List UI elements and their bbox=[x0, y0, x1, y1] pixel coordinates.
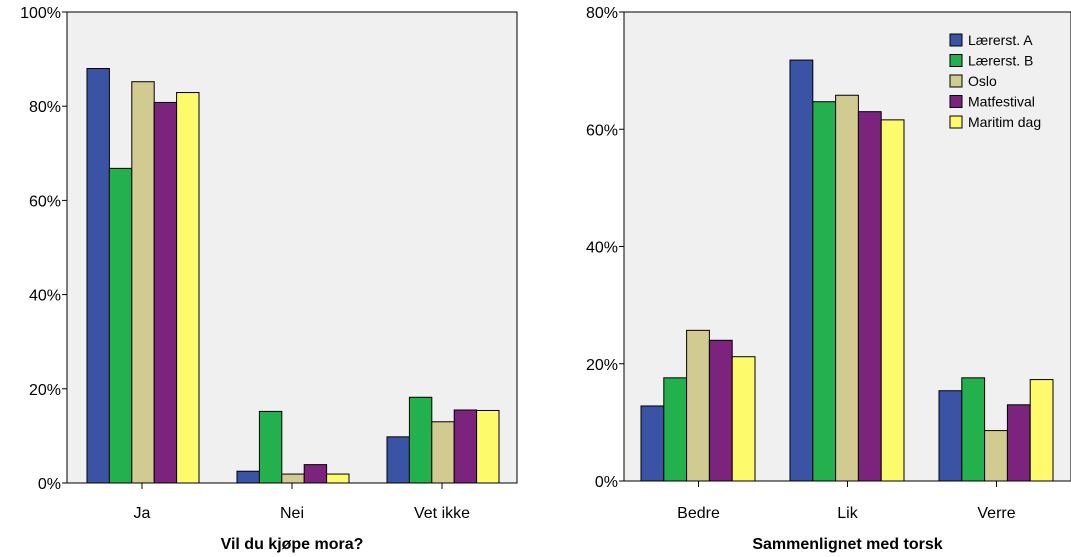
bar-lik-3 bbox=[835, 94, 859, 482]
x-tick-label: Vet ikke bbox=[414, 505, 470, 522]
bar-verre-1 bbox=[938, 390, 963, 482]
x-tick-label: Nei bbox=[280, 505, 304, 522]
bar-vet-ikke-3 bbox=[431, 421, 455, 484]
bar-verre-5 bbox=[1029, 379, 1054, 482]
bar-ja-1 bbox=[86, 68, 110, 484]
bar-verre-3 bbox=[984, 430, 1008, 482]
x-tick-label: Lik bbox=[837, 505, 858, 522]
y-tick-label: 20% bbox=[29, 382, 61, 399]
bar-nei-5 bbox=[326, 473, 350, 484]
x-tick-label: Bedre bbox=[677, 505, 720, 522]
legend-swatch bbox=[949, 74, 963, 88]
bar-bedre-3 bbox=[686, 329, 710, 482]
bar-vet-ikke-2 bbox=[408, 396, 433, 484]
legend-label: Lærerst. B bbox=[968, 53, 1033, 69]
bar-ja-5 bbox=[176, 92, 200, 484]
y-tick-label: 80% bbox=[29, 99, 61, 116]
chart-1: 0% 20% 40% 60% 80% 100% Ja Nei Vet ikke Vil du kj… bbox=[20, 5, 518, 553]
bar-nei-4 bbox=[303, 464, 328, 484]
bar-bedre-1 bbox=[640, 405, 665, 482]
y-tick-label: 60% bbox=[586, 122, 618, 139]
legend-label: Matfestival bbox=[968, 94, 1035, 110]
bar-ja-4 bbox=[153, 101, 178, 484]
y-tick-label: 40% bbox=[586, 240, 618, 257]
bar-lik-4 bbox=[857, 111, 882, 482]
legend-swatch bbox=[949, 115, 963, 129]
y-tick-label: 20% bbox=[586, 357, 618, 374]
bar-bedre-5 bbox=[731, 356, 756, 482]
y-tick-label: 40% bbox=[29, 288, 61, 305]
legend-label: Maritim dag bbox=[968, 114, 1041, 130]
bar-lik-2 bbox=[812, 101, 837, 482]
bar-nei-3 bbox=[281, 473, 305, 484]
bar-nei-1 bbox=[236, 470, 260, 484]
bar-lik-1 bbox=[789, 59, 814, 482]
bar-vet-ikke-5 bbox=[476, 409, 500, 484]
bar-bedre-4 bbox=[708, 339, 733, 482]
chart-2: 0% 20% 40% 60% 80% Bedre Lik Verre Sammenlignet … bbox=[586, 5, 1071, 553]
bar-vet-ikke-4 bbox=[453, 409, 478, 484]
x-axis-title: Vil du kjøpe mora? bbox=[221, 536, 364, 553]
legend: Lærerst. A Lærerst. B Oslo Matfestival Marit… bbox=[949, 32, 1041, 130]
x-axis-title: Sammenlignet med torsk bbox=[752, 536, 942, 553]
bar-verre-4 bbox=[1006, 404, 1031, 482]
bar-bedre-2 bbox=[663, 377, 688, 482]
bar-nei-2 bbox=[258, 410, 283, 484]
bar-ja-3 bbox=[131, 81, 155, 484]
bar-vet-ikke-1 bbox=[386, 436, 410, 484]
y-tick-label: 60% bbox=[29, 193, 61, 210]
bar-lik-5 bbox=[880, 119, 905, 482]
y-tick-label: 0% bbox=[38, 476, 61, 493]
legend-label: Oslo bbox=[968, 73, 997, 89]
legend-swatch bbox=[949, 95, 963, 108]
legend-swatch bbox=[949, 54, 963, 67]
legend-label: Lærerst. A bbox=[968, 32, 1033, 48]
y-tick-label: 0% bbox=[595, 474, 618, 491]
bar-ja-2 bbox=[108, 167, 133, 484]
x-tick-label: Verre bbox=[977, 505, 1015, 522]
y-tick-label: 80% bbox=[586, 5, 618, 22]
x-tick-label: Ja bbox=[134, 505, 151, 522]
legend-swatch bbox=[949, 33, 963, 47]
bar-verre-2 bbox=[961, 377, 986, 482]
y-tick-label: 100% bbox=[20, 5, 61, 22]
